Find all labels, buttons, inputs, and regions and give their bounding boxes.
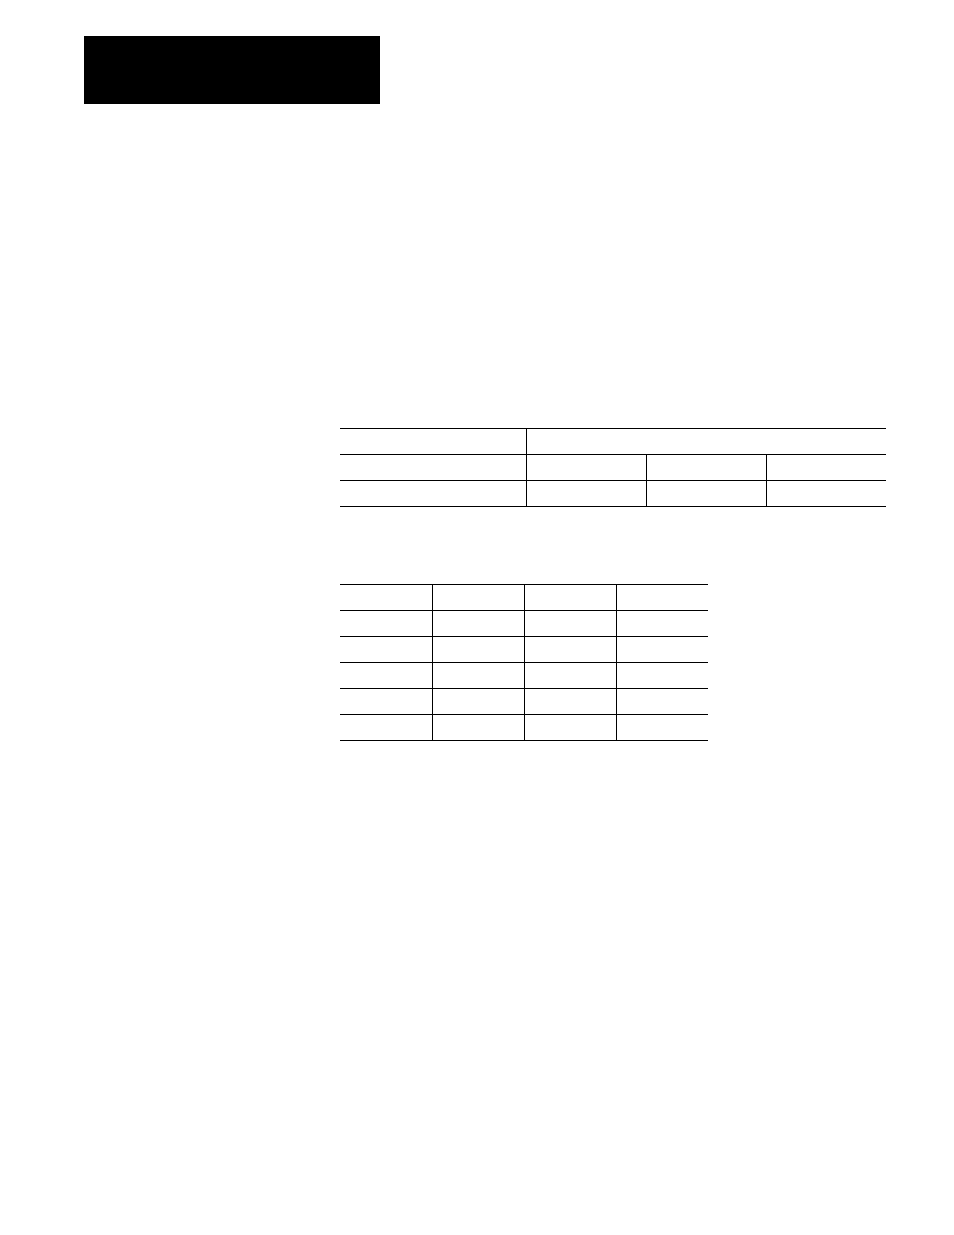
table1-cell [526, 429, 886, 455]
table2-cell [340, 585, 432, 611]
table1-cell [526, 455, 646, 481]
table2-cell [340, 715, 432, 741]
table2-cell [340, 637, 432, 663]
table2-cell [432, 637, 524, 663]
header-black-box [84, 36, 380, 104]
table1-container [340, 428, 886, 507]
table2-cell [524, 585, 616, 611]
page [0, 0, 954, 1235]
table2-row [340, 689, 708, 715]
table2-cell [524, 689, 616, 715]
table2-cell [432, 585, 524, 611]
table2-row [340, 715, 708, 741]
table1-cell [340, 429, 526, 455]
table1 [340, 428, 886, 507]
table2-cell [432, 689, 524, 715]
table2-cell [616, 689, 708, 715]
table2-cell [616, 637, 708, 663]
table1-cell [646, 481, 766, 507]
table2-cell [432, 663, 524, 689]
table2-cell [616, 585, 708, 611]
table2-row [340, 637, 708, 663]
table1-cell [340, 455, 526, 481]
table1-row [340, 429, 886, 455]
table2-cell [616, 715, 708, 741]
table2-cell [340, 689, 432, 715]
table2-cell [340, 663, 432, 689]
table2-cell [524, 637, 616, 663]
table2-cell [432, 715, 524, 741]
table2-row [340, 611, 708, 637]
table1-cell [340, 481, 526, 507]
table2-cell [432, 611, 524, 637]
table2-cell [524, 611, 616, 637]
table2-row [340, 585, 708, 611]
table2-cell [340, 611, 432, 637]
table2-row [340, 663, 708, 689]
table1-cell [646, 455, 766, 481]
table1-row [340, 455, 886, 481]
table2-cell [524, 715, 616, 741]
table1-cell [526, 481, 646, 507]
table2-cell [524, 663, 616, 689]
table2-container [340, 584, 708, 741]
table1-cell [766, 481, 886, 507]
table2-cell [616, 611, 708, 637]
table2 [340, 584, 708, 741]
table1-row [340, 481, 886, 507]
table1-cell [766, 455, 886, 481]
table2-cell [616, 663, 708, 689]
